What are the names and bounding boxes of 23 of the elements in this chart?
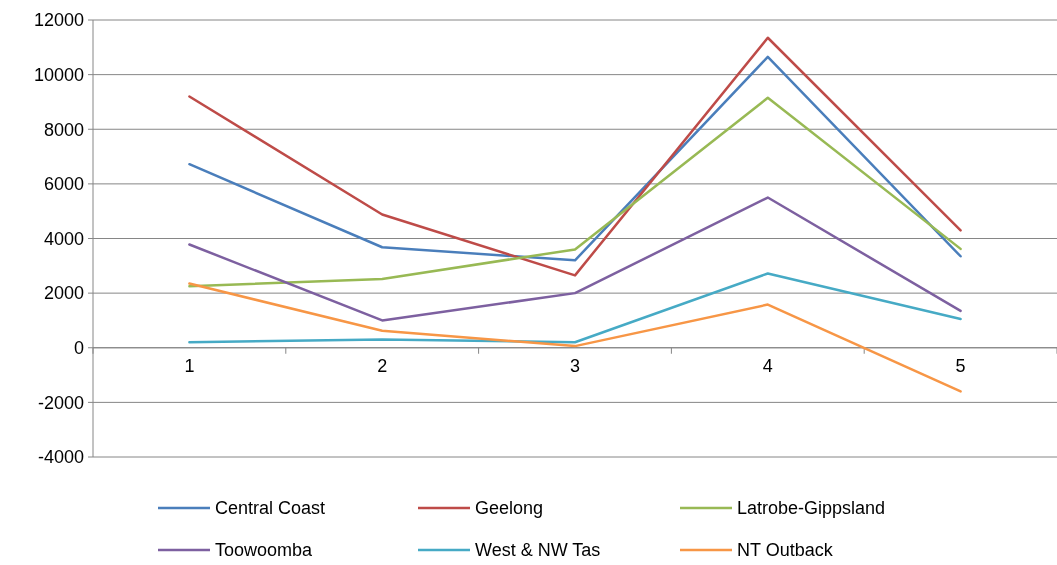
x-tick-label: 3 <box>569 355 581 376</box>
y-tick-label: 10000 <box>33 64 84 85</box>
y-tick-label: 12000 <box>33 10 84 31</box>
y-tick-label: 6000 <box>43 174 84 195</box>
x-tick-label: 5 <box>955 355 966 376</box>
y-tick-label: 0 <box>73 338 84 359</box>
line-series <box>188 96 962 288</box>
legend-label: Latrobe-Gippsland <box>737 498 886 519</box>
legend-label: Central Coast <box>215 498 326 519</box>
x-tick-label: 1 <box>184 355 195 376</box>
y-tick-label: 8000 <box>43 119 84 140</box>
legend-label: Toowoomba <box>215 540 314 561</box>
x-tick-label: 2 <box>377 355 388 376</box>
y-tick-label: 4000 <box>43 228 84 249</box>
y-tick-label: -4000 <box>37 447 84 468</box>
line-series <box>188 196 962 322</box>
y-tick-label: 2000 <box>43 283 84 304</box>
legend-label: NT Outback <box>737 540 834 561</box>
x-tick-label: 4 <box>762 355 773 376</box>
legend-label: West & NW Tas <box>475 540 601 561</box>
line-series <box>188 272 962 344</box>
legend-label: Geelong <box>475 498 544 519</box>
y-tick-label: -2000 <box>37 392 84 413</box>
